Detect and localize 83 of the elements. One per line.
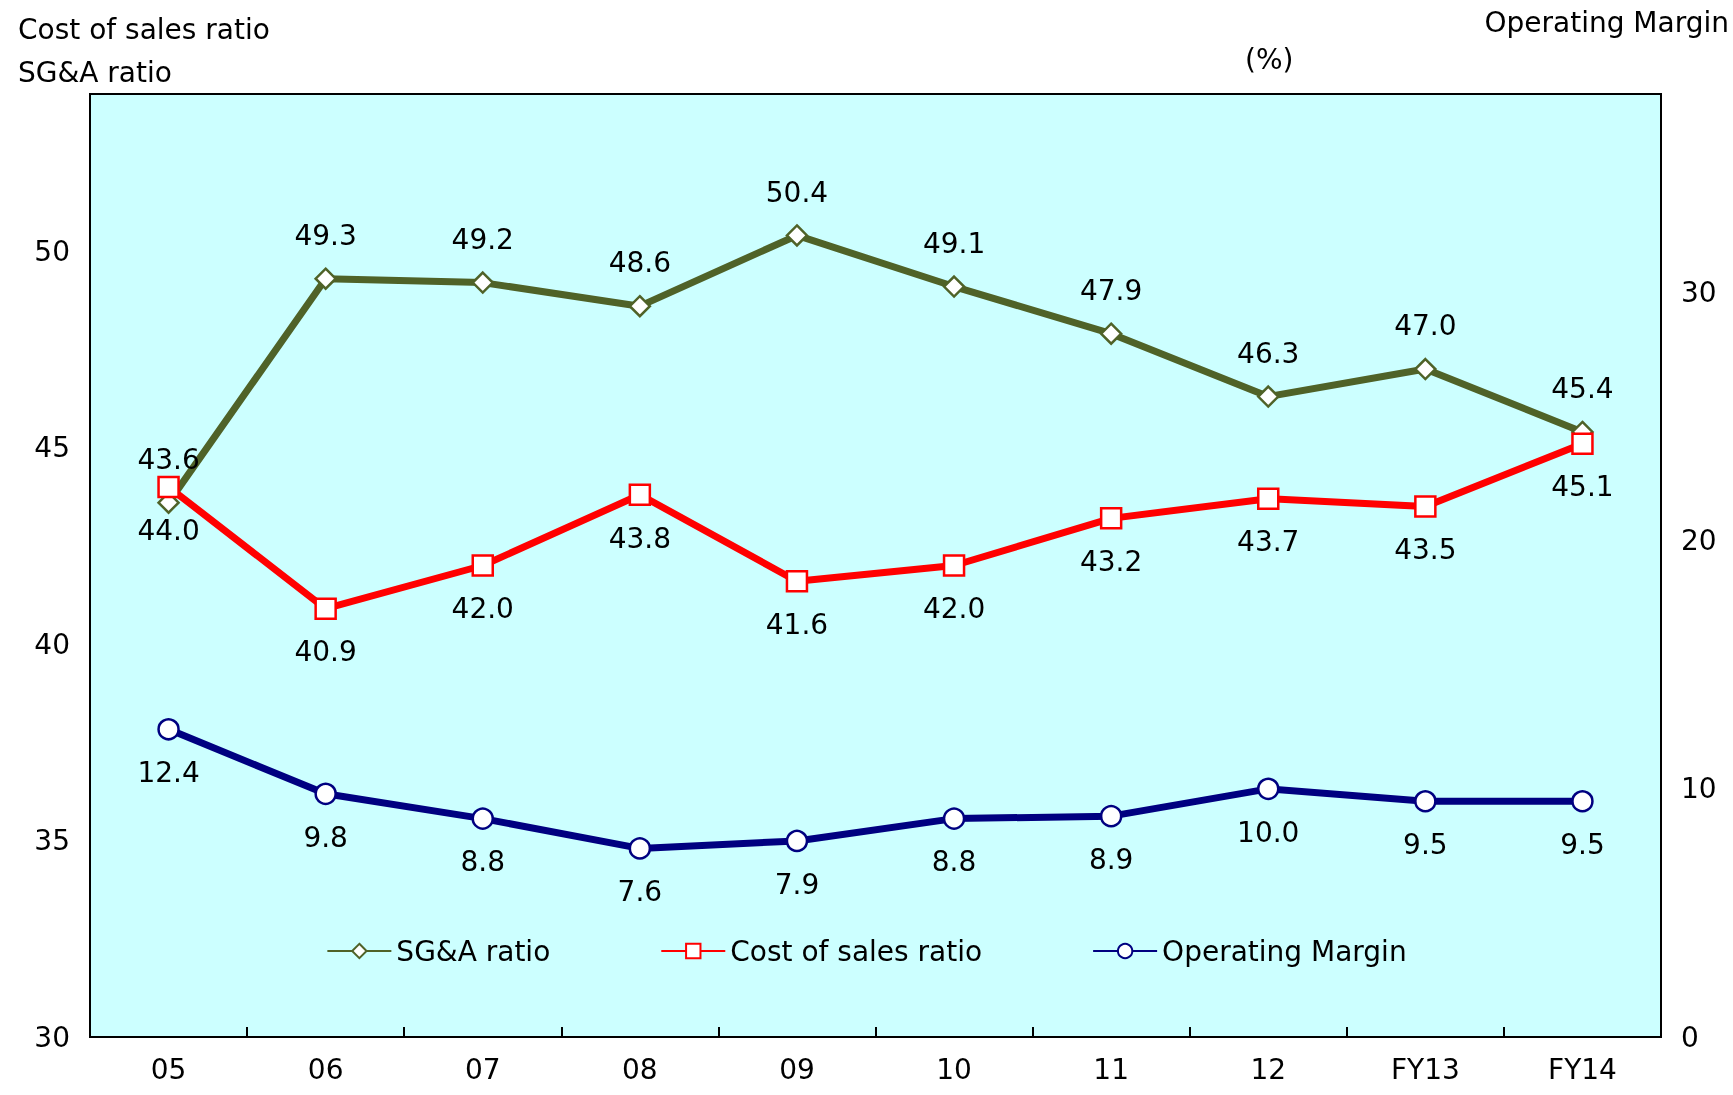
x-tick-label: FY14 (1548, 1052, 1617, 1086)
data-label: 12.4 (137, 756, 200, 790)
y-tick-label: 50 (34, 234, 70, 268)
data-label: 43.6 (137, 442, 200, 476)
x-tick-label: FY13 (1390, 1052, 1460, 1086)
data-label: 43.5 (1394, 533, 1457, 567)
data-label: 46.3 (1237, 336, 1300, 370)
x-tick-label: 05 (150, 1052, 187, 1086)
x-tick-label: 07 (464, 1052, 501, 1086)
y2-axis-title: Operating Margin (1484, 5, 1730, 39)
data-label: 49.2 (451, 222, 514, 256)
legend-label: Operating Margin (1162, 934, 1407, 968)
y-tick-label: 40 (34, 627, 70, 661)
data-label: 49.1 (922, 226, 986, 260)
x-tick-label: 11 (1093, 1052, 1129, 1086)
point (1414, 357, 1437, 381)
point (471, 554, 494, 577)
data-label: 43.2 (1079, 545, 1143, 579)
y2-tick-label: 0 (1681, 1020, 1699, 1054)
data-label: 8.8 (931, 845, 977, 879)
data-label: 9.5 (1560, 828, 1605, 861)
legend-label: Cost of sales ratio (730, 934, 983, 968)
point (1099, 507, 1123, 530)
point (942, 807, 966, 830)
data-label: 47.9 (1079, 273, 1143, 307)
point (628, 294, 652, 318)
point (314, 267, 337, 290)
point (1571, 790, 1594, 813)
point (1571, 432, 1594, 455)
data-label: 9.5 (1403, 828, 1448, 861)
data-label: 43.8 (608, 521, 672, 555)
point (471, 271, 494, 294)
data-label: 41.6 (765, 607, 829, 641)
point (314, 597, 337, 620)
point (628, 837, 652, 860)
data-label: 8.9 (1088, 842, 1134, 876)
point (314, 782, 337, 806)
point (942, 275, 966, 298)
y2-tick-label: 30 (1681, 276, 1717, 310)
x-tick-label: 12 (1250, 1052, 1287, 1086)
legend-label: SG&A ratio (396, 934, 551, 968)
y-tick-label: 30 (34, 1020, 70, 1054)
data-label: 7.6 (617, 875, 663, 909)
point (785, 569, 809, 593)
data-label: 50.4 (765, 175, 829, 209)
point (157, 475, 180, 499)
point (1257, 385, 1280, 408)
point (157, 718, 180, 741)
data-label: 44.0 (137, 513, 200, 547)
x-tick-label: 06 (307, 1052, 344, 1086)
data-label: 48.6 (608, 246, 672, 280)
point (1414, 790, 1437, 813)
point (628, 483, 652, 507)
y-tick-label: 45 (34, 431, 70, 465)
point (1099, 804, 1123, 828)
y2-tick-label: 10 (1681, 772, 1717, 806)
data-label: 45.4 (1551, 372, 1614, 406)
point (471, 807, 494, 830)
y-axis-title: Cost of sales ratio SG&A ratio (18, 13, 270, 89)
data-label: 45.1 (1551, 470, 1614, 504)
point (942, 554, 966, 577)
data-label: 10.0 (1237, 815, 1300, 849)
y2-tick-label: 20 (1681, 524, 1717, 558)
data-label: 8.8 (460, 845, 506, 879)
data-label: 40.9 (294, 635, 357, 669)
data-label: 42.0 (922, 592, 986, 626)
text: (%) (1245, 42, 1294, 76)
data-label: 49.3 (294, 218, 357, 252)
y-tick-label: 35 (34, 824, 70, 858)
x-tick-label: 08 (622, 1052, 658, 1086)
x-tick-label: 09 (779, 1052, 815, 1086)
point (785, 224, 809, 247)
point (785, 829, 809, 853)
x-tick-label: 10 (936, 1052, 972, 1086)
point (1257, 487, 1280, 510)
point (1414, 495, 1437, 518)
data-label: 42.0 (451, 592, 514, 626)
point (1099, 322, 1123, 345)
data-label: 9.8 (303, 820, 348, 854)
data-label: 43.7 (1237, 525, 1300, 559)
data-label: 47.0 (1394, 309, 1457, 343)
point (1257, 777, 1280, 801)
data-label: 7.9 (774, 867, 820, 901)
